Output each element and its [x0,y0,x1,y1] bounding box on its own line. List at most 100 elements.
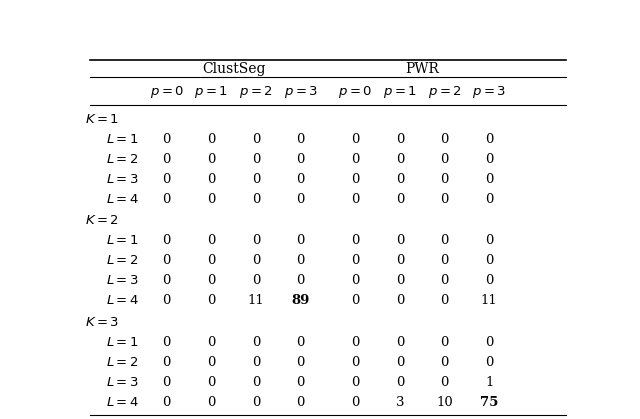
Text: $L = 3$: $L = 3$ [106,376,139,389]
Text: $p = 0$: $p = 0$ [150,84,184,100]
Text: 0: 0 [296,153,305,166]
Text: 0: 0 [207,336,216,349]
Text: 0: 0 [207,153,216,166]
Text: 0: 0 [163,336,171,349]
Text: 0: 0 [252,254,260,267]
Text: 0: 0 [207,376,216,389]
Text: 0: 0 [252,133,260,146]
Text: $L = 4$: $L = 4$ [106,193,139,206]
Text: 0: 0 [396,295,404,308]
Text: 0: 0 [252,153,260,166]
Text: $K = 1$: $K = 1$ [85,113,119,126]
Text: 0: 0 [252,376,260,389]
Text: 0: 0 [351,193,360,206]
Text: 0: 0 [207,235,216,248]
Text: 0: 0 [485,173,493,186]
Text: 0: 0 [396,173,404,186]
Text: $K = 3$: $K = 3$ [85,316,119,329]
Text: 10: 10 [436,396,453,409]
Text: 0: 0 [163,376,171,389]
Text: 0: 0 [396,133,404,146]
Text: 0: 0 [163,396,171,409]
Text: 0: 0 [351,336,360,349]
Text: 0: 0 [485,193,493,206]
Text: 0: 0 [440,193,449,206]
Text: 0: 0 [351,153,360,166]
Text: 0: 0 [252,396,260,409]
Text: 0: 0 [485,274,493,287]
Text: $p = 3$: $p = 3$ [284,84,318,100]
Text: $L = 1$: $L = 1$ [106,133,139,146]
Text: 0: 0 [296,133,305,146]
Text: $p = 2$: $p = 2$ [428,84,461,100]
Text: 0: 0 [163,295,171,308]
Text: 0: 0 [207,274,216,287]
Text: 89: 89 [292,295,310,308]
Text: $L = 2$: $L = 2$ [106,254,138,267]
Text: 0: 0 [296,336,305,349]
Text: 0: 0 [440,173,449,186]
Text: 0: 0 [207,133,216,146]
Text: 0: 0 [396,235,404,248]
Text: 0: 0 [163,254,171,267]
Text: 0: 0 [252,173,260,186]
Text: 0: 0 [296,254,305,267]
Text: 0: 0 [485,254,493,267]
Text: $L = 4$: $L = 4$ [106,396,139,409]
Text: 0: 0 [440,356,449,369]
Text: 0: 0 [440,295,449,308]
Text: 0: 0 [296,235,305,248]
Text: $p = 1$: $p = 1$ [383,84,417,100]
Text: 0: 0 [440,274,449,287]
Text: 0: 0 [396,274,404,287]
Text: 0: 0 [440,153,449,166]
Text: 0: 0 [396,193,404,206]
Text: 0: 0 [207,254,216,267]
Text: 75: 75 [480,396,499,409]
Text: 0: 0 [351,133,360,146]
Text: 0: 0 [396,376,404,389]
Text: 0: 0 [351,376,360,389]
Text: 0: 0 [163,193,171,206]
Text: $p = 2$: $p = 2$ [239,84,273,100]
Text: 0: 0 [351,173,360,186]
Text: PWR: PWR [405,62,439,76]
Text: 11: 11 [481,295,497,308]
Text: 0: 0 [252,356,260,369]
Text: $L = 3$: $L = 3$ [106,173,139,186]
Text: 0: 0 [163,235,171,248]
Text: 0: 0 [440,336,449,349]
Text: 0: 0 [163,356,171,369]
Text: $L = 4$: $L = 4$ [106,295,139,308]
Text: 0: 0 [485,133,493,146]
Text: 0: 0 [207,356,216,369]
Text: 1: 1 [485,376,493,389]
Text: $L = 1$: $L = 1$ [106,235,139,248]
Text: 0: 0 [440,133,449,146]
Text: $L = 2$: $L = 2$ [106,356,138,369]
Text: 0: 0 [440,254,449,267]
Text: 0: 0 [207,173,216,186]
Text: 0: 0 [252,336,260,349]
Text: $p = 0$: $p = 0$ [338,84,372,100]
Text: 0: 0 [252,235,260,248]
Text: 0: 0 [163,133,171,146]
Text: 0: 0 [296,396,305,409]
Text: 0: 0 [351,274,360,287]
Text: 0: 0 [351,356,360,369]
Text: 0: 0 [163,173,171,186]
Text: 0: 0 [207,396,216,409]
Text: 0: 0 [252,274,260,287]
Text: 0: 0 [296,173,305,186]
Text: 0: 0 [296,376,305,389]
Text: 0: 0 [163,153,171,166]
Text: 11: 11 [248,295,264,308]
Text: 0: 0 [485,336,493,349]
Text: 0: 0 [396,254,404,267]
Text: 0: 0 [351,235,360,248]
Text: $L = 1$: $L = 1$ [106,336,139,349]
Text: 0: 0 [440,235,449,248]
Text: 3: 3 [396,396,404,409]
Text: 0: 0 [396,356,404,369]
Text: ClustSeg: ClustSeg [202,62,266,76]
